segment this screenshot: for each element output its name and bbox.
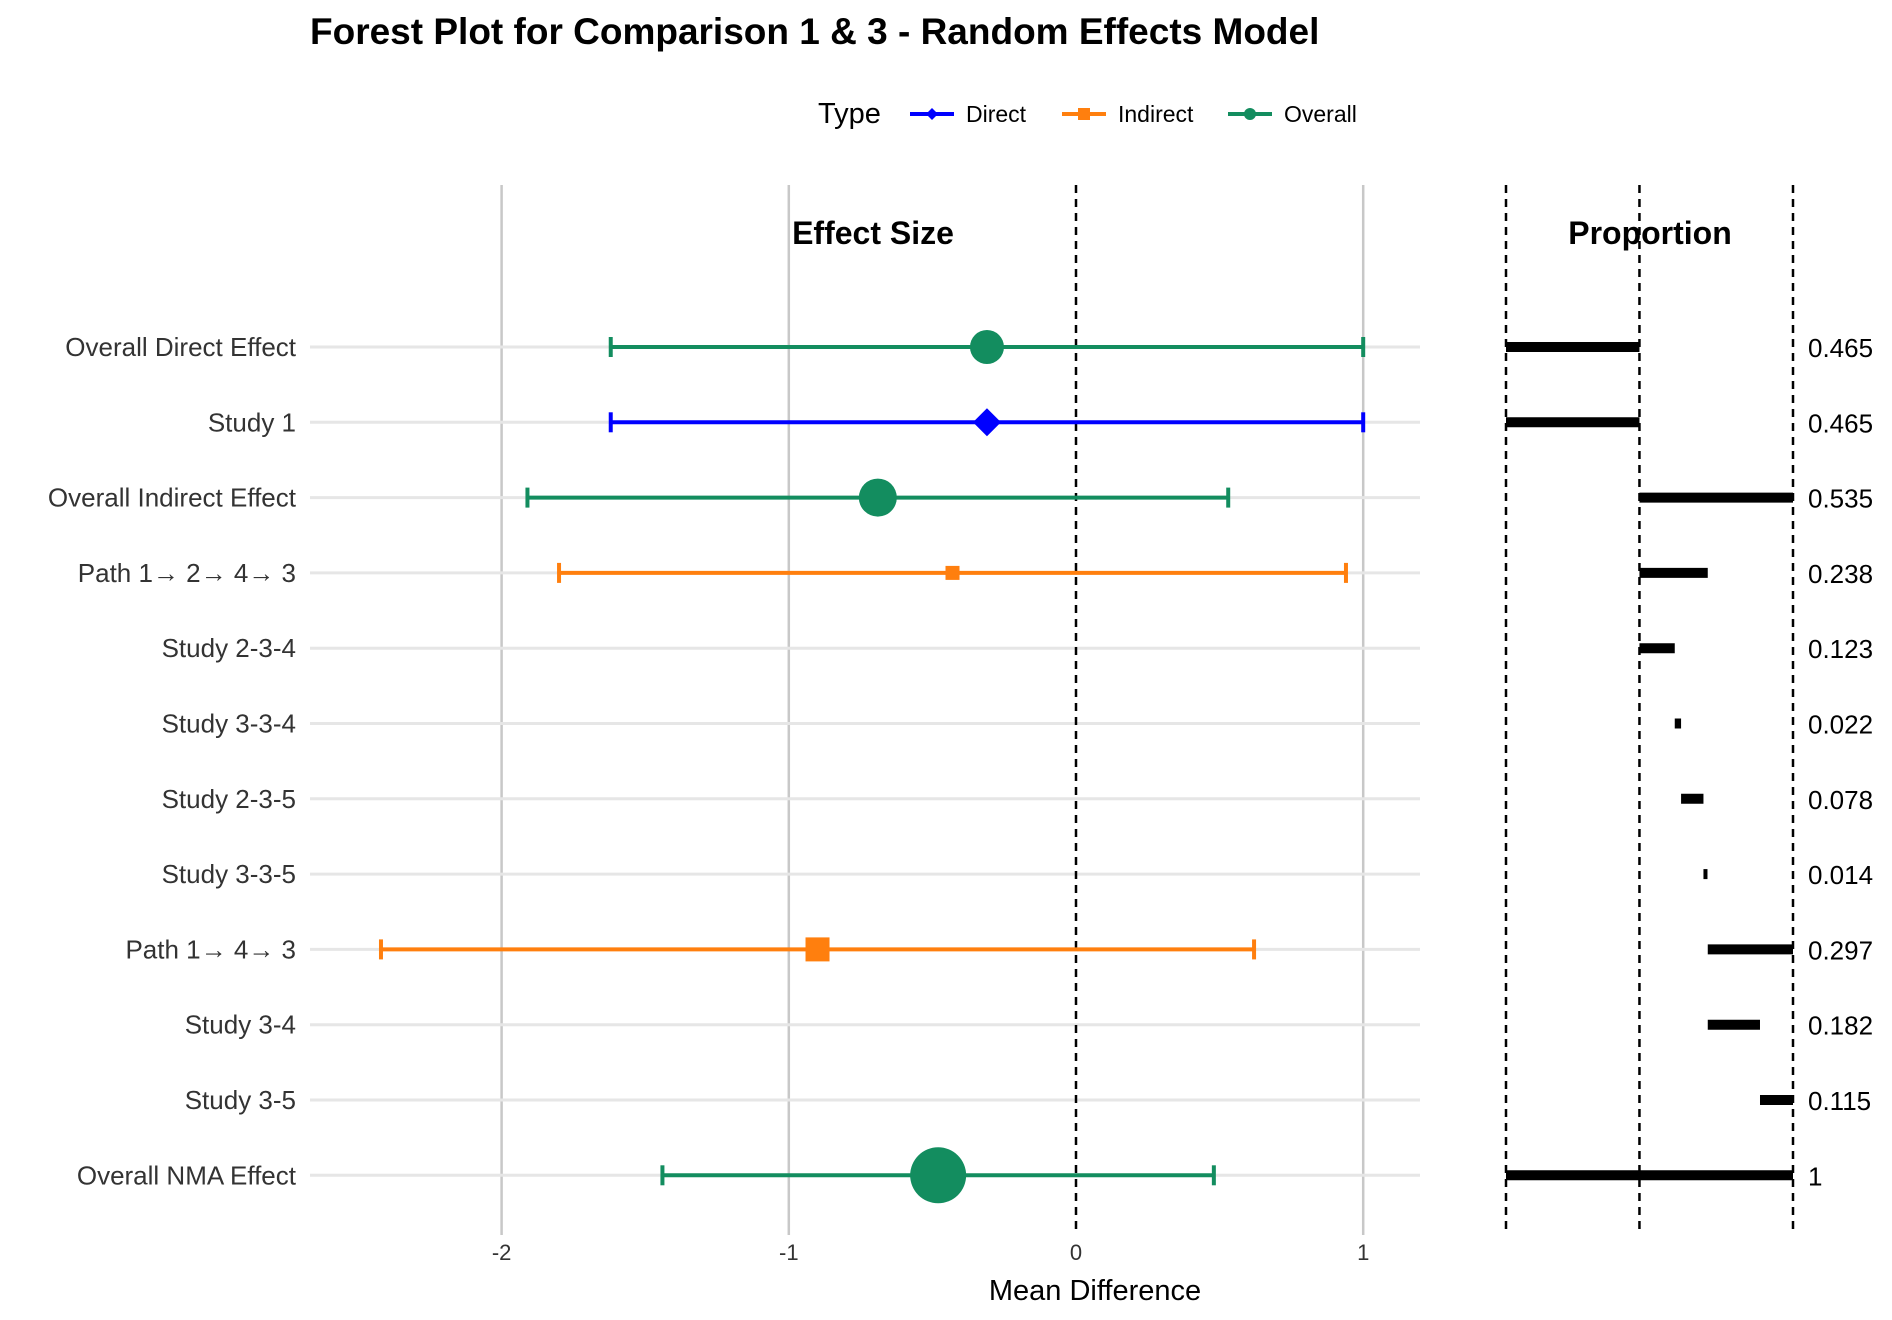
legend-label: Indirect [1118,101,1194,127]
proportion-panel-title: Proportion [1568,215,1732,251]
row-label: Study 3-4 [185,1010,296,1040]
row-label: Study 1 [208,407,296,437]
proportion-label: 0.297 [1808,935,1873,965]
row-label: Study 3-5 [185,1085,296,1115]
x-tick-label: 0 [1070,1240,1082,1265]
point-estimate [910,1147,967,1204]
legend-key-marker [1244,108,1256,120]
row-label: Overall Direct Effect [65,332,296,362]
proportion-label: 0.022 [1808,710,1873,740]
proportion-label: 0.238 [1808,559,1873,589]
chart-title: Forest Plot for Comparison 1 & 3 - Rando… [310,11,1319,52]
row-label: Study 3-3-5 [162,859,296,889]
x-tick-label: -2 [492,1240,512,1265]
proportion-label: 0.115 [1808,1086,1871,1116]
row-label: Path 1→ 4→ 3 [125,934,296,964]
proportion-panel: 0.465 0.465 0.535 0.238 0.123 0.022 0.078 0.014… [1504,185,1873,1235]
row-label: Overall Indirect Effect [48,483,297,513]
legend: Type Direct Indirect Overall [818,98,1357,130]
proportion-label: 0.465 [1808,408,1873,438]
legend-title: Type [818,98,881,130]
grid-layer [310,185,1420,1235]
x-tick-label: 1 [1357,1240,1369,1265]
row-labels: Overall Direct Effect Study 1 Overall Indi… [48,332,297,1190]
legend-label: Overall [1284,101,1357,127]
x-tick-label: -1 [779,1240,799,1265]
point-estimate [945,565,960,580]
proportion-label: 0.535 [1808,484,1873,514]
point-estimate [969,330,1004,364]
point-estimate [858,478,897,517]
proportion-label: 0.465 [1808,333,1873,363]
x-axis-title: Mean Difference [989,1275,1201,1307]
x-axis-ticks: -2 -1 0 1 [492,1240,1370,1265]
row-label: Study 2-3-4 [162,633,296,663]
proportion-label: 0.014 [1808,860,1873,890]
row-label: Path 1→ 2→ 4→ 3 [78,558,296,588]
row-label: Study 3-3-4 [162,709,296,739]
legend-items: Direct Indirect Overall [910,101,1357,127]
proportion-label: 0.182 [1808,1011,1873,1041]
effect-size-panel [378,330,1366,1204]
effect-size-panel-title: Effect Size [792,215,954,251]
legend-label: Direct [966,101,1027,127]
point-estimate [972,408,1001,437]
row-label: Study 2-3-5 [162,784,296,814]
legend-key-marker [1078,108,1090,120]
point-estimate [805,937,830,962]
row-label: Overall NMA Effect [77,1160,297,1190]
proportion-label: 1 [1808,1161,1822,1191]
proportion-label: 0.078 [1808,785,1873,815]
legend-key-marker [926,108,938,120]
proportion-label: 0.123 [1808,634,1873,664]
